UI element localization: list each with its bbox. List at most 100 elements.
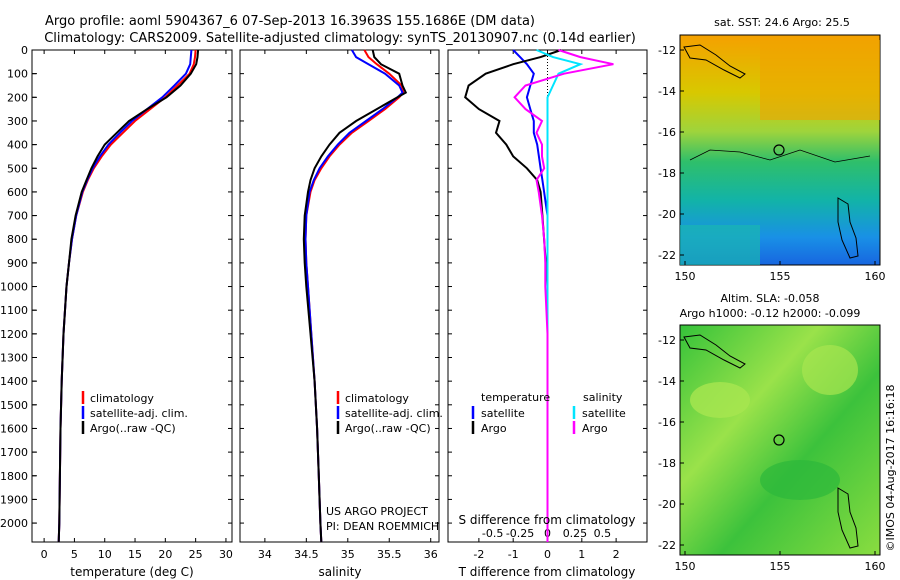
x-tick-label: 20	[158, 548, 172, 561]
sla-map-title-1: Altim. SLA: -0.058	[720, 292, 819, 305]
legend-salinity-heading: salinity	[583, 391, 623, 404]
s-tick-label: 0.25	[563, 527, 588, 540]
pi-annotation: PI: DEAN ROEMMICH	[326, 520, 439, 533]
sst-warm-patch	[760, 40, 880, 120]
x-tick-label: 15	[128, 548, 142, 561]
coastline-icon	[683, 44, 746, 79]
map-x-tick-label: 150	[675, 560, 696, 573]
series-s-argo	[513, 49, 614, 542]
legend-climatology: climatology	[345, 392, 409, 405]
salinity-xlabel: salinity	[318, 565, 361, 579]
map-x-tick-label: 155	[770, 560, 791, 573]
sla-map: -12 -14 -16 -18 -20 -22 150 155 160	[658, 324, 886, 573]
depth-tick-label: 1400	[0, 375, 28, 388]
depth-tick-label: 1500	[0, 399, 28, 412]
series-satellite-adj-clim-	[304, 49, 404, 543]
map-y-tick-label: -16	[658, 126, 676, 139]
sla-map-title-2: Argo h1000: -0.12 h2000: -0.099	[680, 307, 861, 320]
legend-t-satellite: satellite	[481, 407, 525, 420]
x-tick-label: 2	[613, 548, 620, 561]
map-y-tick-label: -14	[658, 375, 676, 388]
x-tick-label: 1	[578, 548, 585, 561]
map-y-tick-label: -22	[658, 249, 676, 262]
depth-tick-label: 100	[7, 68, 28, 81]
depth-tick-label: 800	[7, 233, 28, 246]
s-tick-label: -0.25	[506, 527, 534, 540]
x-tick-label: -1	[508, 548, 519, 561]
x-tick-label: 5	[71, 548, 78, 561]
map-y-tick-label: -18	[658, 167, 676, 180]
s-tick-label: 0.5	[594, 527, 612, 540]
depth-tick-label: 1000	[0, 281, 28, 294]
series-argo	[57, 49, 200, 543]
sst-map-title: sat. SST: 24.6 Argo: 25.5	[714, 16, 850, 29]
map-y-tick-label: -12	[658, 44, 676, 57]
x-tick-label: 35.5	[377, 548, 402, 561]
depth-tick-label: 1900	[0, 493, 28, 506]
depth-tick-label: 900	[7, 257, 28, 270]
x-tick-label: 10	[98, 548, 112, 561]
sla-high-patch	[690, 382, 750, 418]
depth-tick-label: 0	[21, 44, 28, 57]
imos-credit: ©IMOS 04-Aug-2017 16:16:18	[884, 385, 897, 552]
depth-axis: 0 100 200 300 400 500 600 700 800 900 1000 1100 1200…	[0, 44, 37, 530]
legend-climatology: climatology	[90, 392, 154, 405]
series-argo	[302, 49, 408, 543]
depth-tick-label: 300	[7, 115, 28, 128]
map-y-tick-label: -18	[658, 457, 676, 470]
map-y-tick-label: -20	[658, 498, 676, 511]
depth-tick-label: 700	[7, 210, 28, 223]
x-tick-label: 0	[41, 548, 48, 561]
map-y-tick-label: -16	[658, 416, 676, 429]
map-y-tick-label: -22	[658, 539, 676, 552]
map-x-tick-label: 155	[770, 270, 791, 283]
sst-axis: -12 -14 -16 -18 -20 -22 150 155 160	[658, 44, 885, 283]
x-tick-label: 0	[544, 548, 551, 561]
depth-tick-label: 1100	[0, 304, 28, 317]
map-y-tick-label: -12	[658, 334, 676, 347]
temperature-plot: 0 5 10 15 20 25 30	[32, 49, 233, 561]
series-t-satellite	[512, 49, 549, 542]
legend-s-argo: Argo	[582, 422, 608, 435]
legend-argo: Argo(..raw -QC)	[345, 422, 431, 435]
series-climatology	[304, 49, 405, 543]
title-line1: Argo profile: aoml 5904367_6 07-Sep-2013…	[45, 14, 535, 29]
legend-t-argo: Argo	[481, 422, 507, 435]
map-x-tick-label: 150	[675, 270, 696, 283]
map-y-tick-label: -20	[658, 208, 676, 221]
sla-axis: -12 -14 -16 -18 -20 -22 150 155 160	[658, 334, 885, 573]
salinity-panel	[239, 49, 440, 543]
temperature-legend: climatology satellite-adj. clim. Argo(..…	[81, 391, 188, 435]
legend-s-satellite: satellite	[582, 407, 626, 420]
project-annotation: US ARGO PROJECT	[326, 505, 428, 518]
float-position-marker	[773, 434, 785, 446]
depth-tick-label: 600	[7, 186, 28, 199]
island-icon	[837, 197, 859, 259]
legend-satellite: satellite-adj. clim.	[345, 407, 443, 420]
series-s-satellite	[536, 49, 584, 542]
contour-line	[689, 149, 871, 163]
legend-temperature-heading: temperature	[481, 391, 550, 404]
map-x-tick-label: 160	[865, 270, 886, 283]
depth-tick-label: 1800	[0, 470, 28, 483]
difference-legend: temperature satellite Argo salinity sate…	[471, 391, 626, 435]
x-tick-label: 36	[424, 548, 438, 561]
temperature-xlabel: temperature (deg C)	[70, 565, 193, 579]
depth-tick-label: 2000	[0, 517, 28, 530]
sla-high-patch	[802, 345, 858, 395]
float-position-marker	[773, 144, 785, 156]
temperature-panel	[31, 49, 233, 543]
difference-xlabel-top: S difference from climatology	[459, 513, 636, 527]
map-x-tick-label: 160	[865, 560, 886, 573]
depth-tick-label: 1300	[0, 352, 28, 365]
depth-tick-label: 500	[7, 162, 28, 175]
legend-satellite: satellite-adj. clim.	[90, 407, 188, 420]
salinity-plot: 34 34.5 35 35.5 36	[240, 49, 439, 561]
sst-cool-patch	[680, 225, 760, 265]
x-tick-label: 34	[258, 548, 272, 561]
map-y-tick-label: -14	[658, 85, 676, 98]
depth-tick-label: 400	[7, 139, 28, 152]
x-tick-label: 34.5	[294, 548, 319, 561]
